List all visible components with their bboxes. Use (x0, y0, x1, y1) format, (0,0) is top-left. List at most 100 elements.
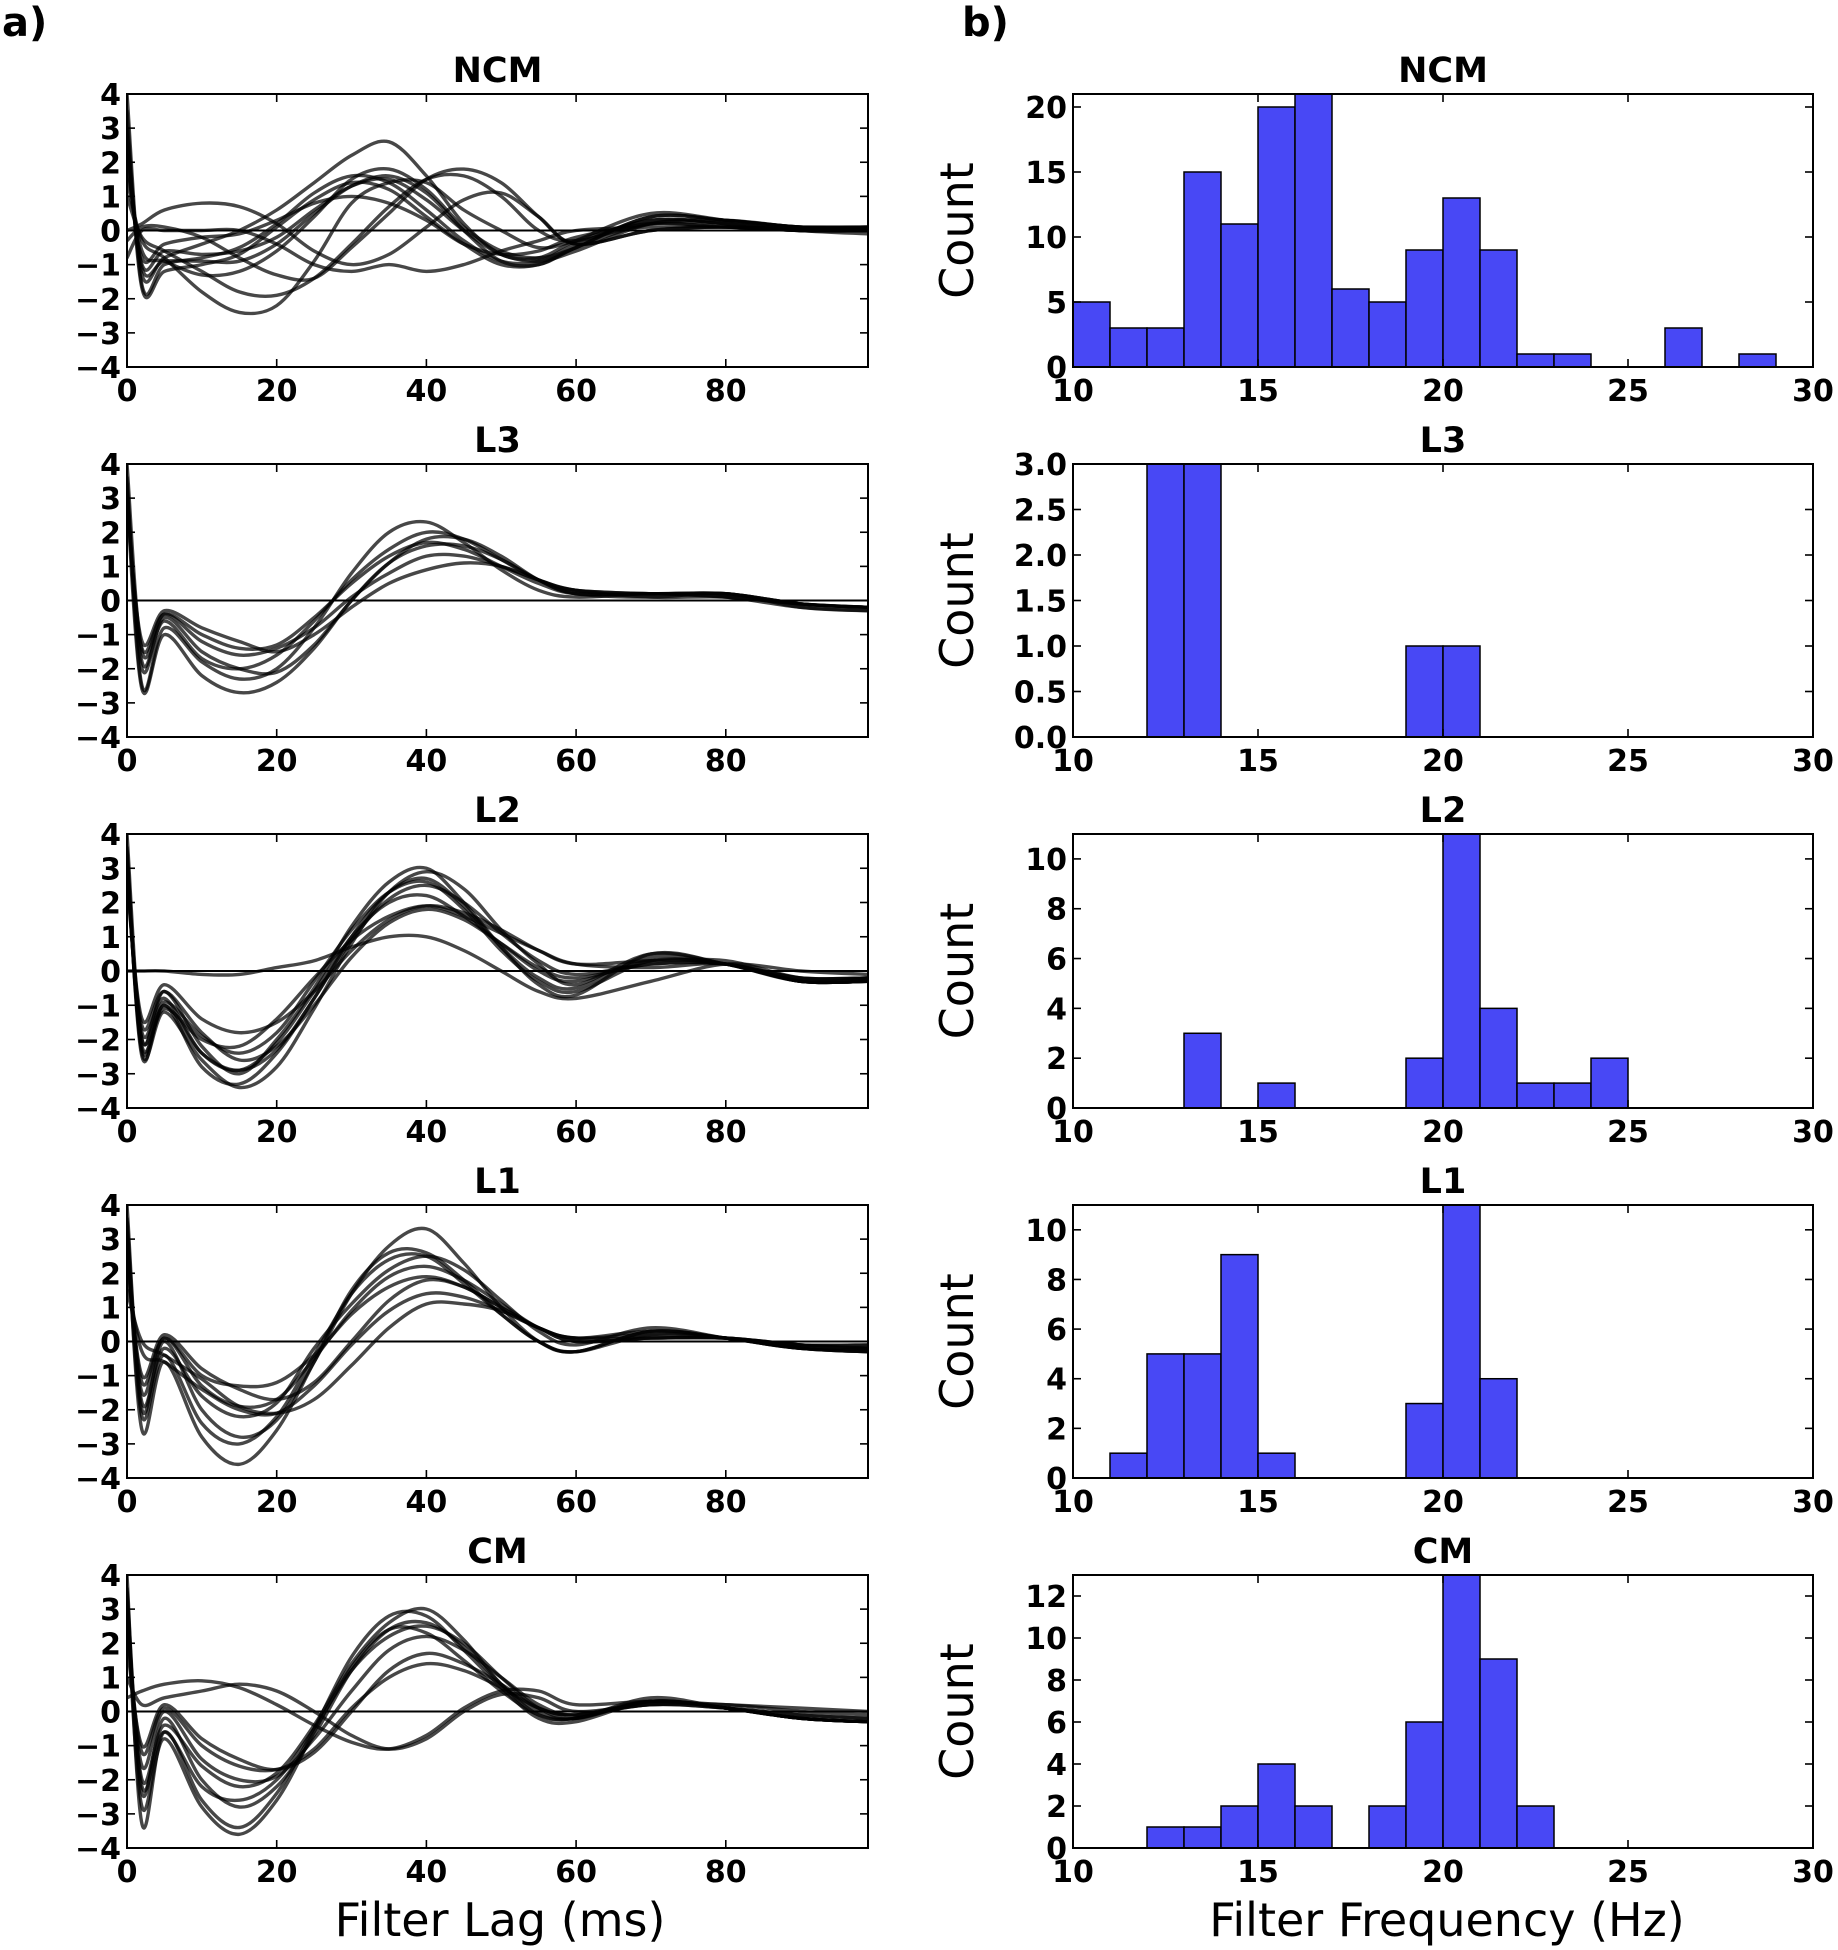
x-axis-label-filter-lag: Filter Lag (ms) (335, 1893, 666, 1947)
y-tick-label: 0 (100, 1696, 121, 1731)
y-tick-label: −4 (75, 1462, 121, 1497)
histogram-bar-21-hz (1479, 249, 1518, 368)
subplot-title-l3: L3 (474, 421, 521, 461)
histogram-bar-14-hz (1220, 1805, 1259, 1849)
filter-trace-7 (127, 1288, 868, 1416)
y-tick-label: 0 (100, 955, 121, 990)
histogram-bar-12-hz (1146, 463, 1185, 738)
filter-trace-9 (127, 880, 868, 1035)
x-tick-label: 0 (117, 744, 138, 779)
histogram-bar-15-hz (1257, 1082, 1296, 1109)
histogram-bar-12-hz (1146, 327, 1185, 368)
trace-group (127, 464, 868, 695)
y-tick-label: 0 (100, 585, 121, 620)
y-tick-label: 10 (1025, 1622, 1067, 1657)
subplot-title-l3: L3 (1420, 421, 1467, 461)
histogram-bar-20-hz (1442, 1204, 1481, 1479)
y-tick-label: 0 (100, 1326, 121, 1361)
x-tick-label: 30 (1792, 744, 1834, 779)
subplot-title-l1: L1 (474, 1162, 521, 1202)
subplot-title-l1: L1 (1420, 1162, 1467, 1202)
x-tick-label: 25 (1607, 374, 1649, 409)
filter-trace-7 (127, 933, 868, 1001)
x-tick-label: 20 (1422, 1485, 1464, 1520)
x-tick-label: 40 (406, 744, 448, 779)
y-tick-label: 3.0 (1014, 448, 1067, 483)
y-tick-label: 3 (100, 1593, 121, 1628)
histogram-bar-15-hz (1257, 1452, 1296, 1479)
histogram-bar-28-hz (1738, 353, 1777, 368)
histogram-bar-15-hz (1257, 106, 1296, 368)
x-tick-label: 60 (555, 1485, 597, 1520)
filter-trace-10 (127, 1587, 868, 1803)
histogram-bar-11-hz (1109, 327, 1148, 368)
histogram-bar-19-hz (1405, 645, 1444, 738)
x-tick-label: 30 (1792, 374, 1834, 409)
y-tick-label: 4 (1046, 1748, 1067, 1783)
histogram-bar-13-hz (1183, 1353, 1222, 1479)
panel-label-b: b) (962, 0, 1009, 46)
y-tick-label: −4 (75, 1092, 121, 1127)
histogram-bar-19-hz (1405, 1402, 1444, 1479)
y-tick-label: −2 (75, 1394, 121, 1429)
y-tick-label: −4 (75, 351, 121, 386)
x-tick-label: 15 (1237, 374, 1279, 409)
y-tick-label: 8 (1046, 893, 1067, 928)
histogram-bar-12-hz (1146, 1826, 1185, 1849)
histogram-bar-10-hz (1072, 301, 1111, 368)
y-tick-label: −2 (75, 1024, 121, 1059)
y-tick-label: 4 (1046, 992, 1067, 1027)
histogram-bar-20-hz (1442, 645, 1481, 738)
y-tick-label: −3 (75, 687, 121, 722)
frequency-histogram-l3: Count L3 10 15 20 25 30 0.0 0.5 1.0 1.5 2.0 2.5 3.0 (930, 421, 1834, 779)
y-tick-label: −1 (75, 1360, 121, 1395)
x-tick-label: 40 (406, 1855, 448, 1890)
frequency-histogram-cm: Count CM 10 15 20 25 30 0 2 4 6 8 10 12 (930, 1532, 1834, 1890)
y-tick-label: 0 (1046, 1832, 1067, 1867)
subplot-title-cm: CM (1413, 1532, 1474, 1572)
x-tick-label: 20 (256, 1115, 298, 1150)
x-tick-label: 0 (117, 1855, 138, 1890)
subplot-title-l2: L2 (474, 791, 521, 831)
y-tick-label: 4 (100, 1189, 121, 1224)
panel-label-a: a) (2, 0, 47, 46)
trace-group (127, 834, 868, 1090)
y-tick-label: 20 (1025, 91, 1067, 126)
x-tick-label: 40 (406, 374, 448, 409)
y-tick-label: 3 (100, 112, 121, 147)
x-tick-label: 20 (256, 1855, 298, 1890)
histogram-bar-21-hz (1479, 1658, 1518, 1849)
x-tick-label: 10 (1052, 374, 1094, 409)
x-tick-label: 80 (705, 1485, 747, 1520)
y-tick-label: 5 (1046, 286, 1067, 321)
y-tick-label: −4 (75, 1832, 121, 1867)
x-tick-label: 40 (406, 1115, 448, 1150)
y-tick-label: 8 (1046, 1263, 1067, 1298)
y-tick-label: −2 (75, 1764, 121, 1799)
y-tick-label: 6 (1046, 943, 1067, 978)
y-tick-label: −1 (75, 619, 121, 654)
x-tick-label: 30 (1792, 1115, 1834, 1150)
y-tick-label: 1 (100, 921, 121, 956)
y-tick-label: 0.0 (1014, 721, 1067, 756)
subplot-title-ncm: NCM (453, 51, 543, 91)
y-tick-label: 0 (1046, 351, 1067, 386)
y-tick-label: −2 (75, 653, 121, 688)
y-tick-label: 1.0 (1014, 630, 1067, 665)
filter-trace-10 (127, 852, 868, 1073)
histogram-bar-16-hz (1294, 93, 1333, 368)
histogram-bar-19-hz (1405, 249, 1444, 368)
x-tick-label: 20 (1422, 374, 1464, 409)
filter-trace-11 (127, 133, 868, 278)
subplot-title-ncm: NCM (1398, 51, 1488, 91)
x-tick-label: 15 (1237, 1855, 1279, 1890)
histogram-bar-15-hz (1257, 1763, 1296, 1849)
x-tick-label: 60 (555, 374, 597, 409)
